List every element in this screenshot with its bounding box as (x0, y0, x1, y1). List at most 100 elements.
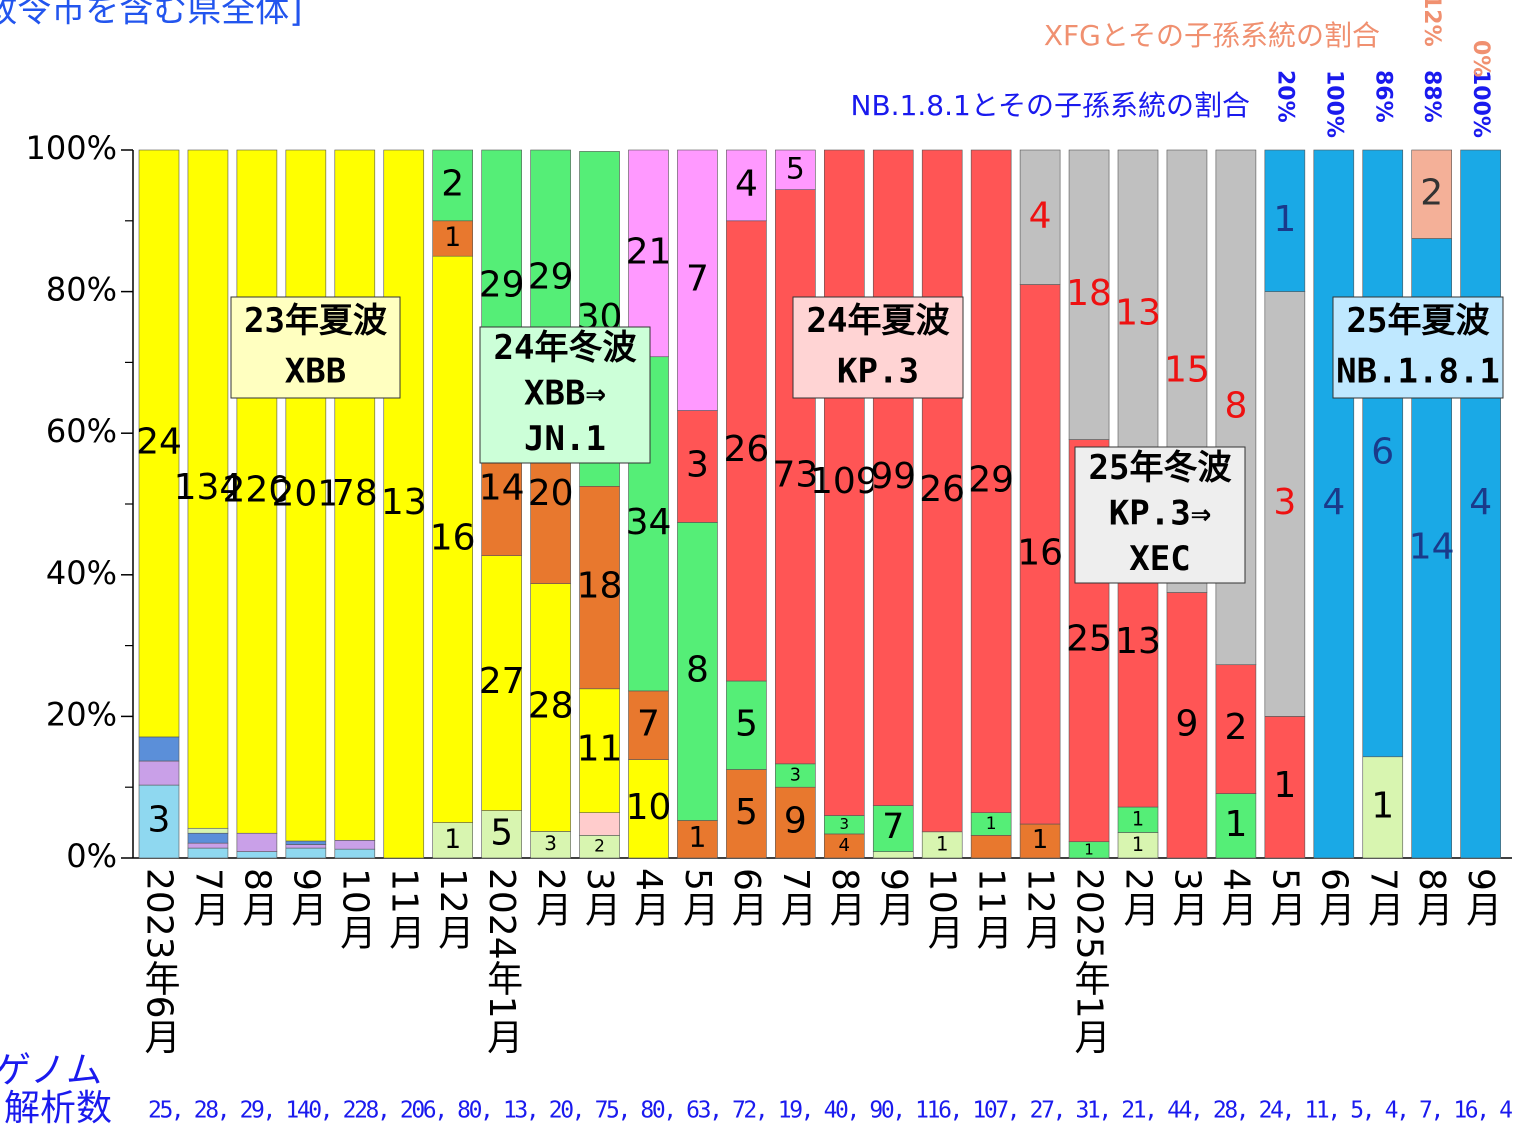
segment-label: 27 (479, 661, 525, 702)
bar-segment (285, 149, 327, 842)
wave-label: XBB (285, 351, 346, 391)
segment-label: 5 (735, 703, 758, 744)
bar-segment (1264, 291, 1306, 717)
segment-label: 24 (136, 421, 182, 462)
segment-label: 4 (735, 163, 758, 204)
x-tick-label: 2023年6月 (139, 868, 180, 1055)
bar-segment (1411, 149, 1452, 239)
segment-label: 2 (594, 837, 605, 857)
bar-segment (1362, 149, 1404, 758)
bar-segment (1313, 149, 1355, 859)
wave-label: 24年夏波 (807, 301, 950, 341)
segment-label: 7 (882, 807, 904, 847)
x-tick-label: 7月 (187, 868, 228, 927)
bar-segment (579, 688, 620, 813)
segment-label: 29 (528, 256, 574, 297)
segment-label: 1 (1132, 833, 1144, 856)
bar-segment (187, 832, 229, 844)
segment-label: 99 (870, 456, 916, 497)
segment-label: 2 (1224, 707, 1247, 748)
segment-label: 28 (528, 686, 574, 727)
wave-box (479, 326, 651, 464)
segment-label: 2 (1420, 172, 1443, 213)
bar-segment (138, 784, 180, 859)
segment-label: 220 (223, 470, 292, 511)
bar-segment (1264, 149, 1306, 292)
segment-label: 1 (986, 814, 997, 834)
wave-box (1074, 446, 1246, 584)
segment-label: 9 (784, 801, 807, 842)
segment-label: 11 (577, 729, 623, 770)
wave-label: 23年夏波 (244, 301, 387, 341)
bar-segment (432, 149, 474, 222)
bar-segment (726, 220, 767, 682)
chart-title: [政令市を含む県全体] (0, 0, 303, 31)
bar-segment (1019, 149, 1061, 285)
bar-segment (1215, 793, 1257, 859)
wave-label: XEC (1129, 539, 1190, 579)
bar-segment (530, 583, 571, 832)
bar-segment (970, 835, 1012, 859)
segment-label: 13 (1115, 292, 1161, 333)
segment-label: 4 (839, 835, 850, 856)
segment-label: 201 (271, 474, 340, 515)
x-tick-label: 2月 (1118, 868, 1159, 927)
bar-segment (236, 851, 278, 859)
bar-segment (970, 149, 1012, 813)
x-tick-label: 8月 (1411, 868, 1452, 927)
nb-value: 86% (1370, 70, 1395, 123)
bar-segment (285, 844, 327, 849)
x-tick-label: 4月 (1215, 868, 1256, 927)
segment-label: 1 (444, 222, 461, 253)
bar-segment (1068, 149, 1110, 440)
segment-label: 1 (1371, 785, 1394, 826)
bar-segment (677, 522, 718, 821)
segment-label: 18 (577, 566, 623, 607)
bar-segment (579, 485, 620, 690)
segment-label: 16 (1017, 532, 1063, 573)
wave-label: XBB⇒ (524, 374, 606, 414)
bar-segment (628, 759, 669, 859)
bar-segment (138, 736, 180, 762)
segment-label: 7 (686, 258, 709, 299)
x-tick-label: 6月 (1313, 868, 1354, 927)
bar-segment (872, 805, 914, 852)
bar-segment (334, 839, 376, 850)
bar-segment (1117, 806, 1159, 833)
segment-label: 2 (441, 163, 464, 204)
segment-label: 1 (444, 824, 461, 855)
segment-label: 9 (1175, 703, 1198, 744)
segment-label: 4 (1029, 195, 1052, 236)
bar-segment (481, 810, 522, 859)
genome-counts: 25, 28, 29, 140, 228, 206, 80, 13, 20, 7… (148, 1098, 1513, 1124)
bar-segment (872, 149, 914, 806)
x-tick-label: 5月 (677, 868, 718, 927)
segment-label: 26 (723, 429, 769, 470)
segment-label: 3 (840, 815, 850, 833)
segment-label: 3 (790, 766, 801, 786)
x-tick-label: 9月 (285, 868, 326, 927)
segment-label: 1 (1084, 840, 1094, 858)
bar-segment (138, 760, 180, 786)
segment-label: 3 (148, 800, 171, 841)
x-tick-label: 9月 (873, 868, 914, 927)
segment-label: 1 (1273, 199, 1296, 240)
bar-segment (726, 769, 767, 859)
wave-label: KP.3 (837, 351, 919, 391)
segment-label: 8 (686, 649, 709, 690)
xfg-title: XFGとその子孫系統の割合 (1044, 19, 1380, 52)
x-tick-label: 12月 (1020, 868, 1061, 950)
segment-label: 13 (1115, 621, 1161, 662)
segment-label: 4 (1322, 482, 1345, 523)
segment-label: 16 (430, 517, 476, 558)
segment-label: 34 (626, 502, 672, 543)
bar-segment (1117, 149, 1159, 479)
x-tick-label: 2月 (530, 868, 571, 927)
x-tick-label: 11月 (383, 868, 424, 950)
y-tick-label: 20% (46, 695, 117, 733)
genome-label: ゲノム (0, 1050, 102, 1091)
y-tick-label: 60% (46, 412, 117, 450)
y-tick-label: 80% (46, 271, 117, 309)
bar-segment (579, 812, 620, 836)
nb-title: NB.1.8.1とその子孫系統の割合 (851, 89, 1250, 122)
